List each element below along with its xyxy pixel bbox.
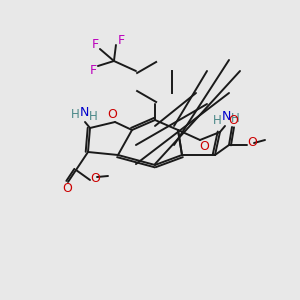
Text: H: H [213, 115, 221, 128]
Text: N: N [221, 110, 231, 124]
Text: O: O [107, 109, 117, 122]
Text: H: H [231, 112, 239, 125]
Text: F: F [117, 34, 124, 46]
Text: F: F [92, 38, 98, 50]
Text: F: F [89, 64, 97, 77]
Text: H: H [88, 110, 98, 124]
Text: O: O [199, 140, 209, 154]
Text: O: O [62, 182, 72, 196]
Text: O: O [90, 172, 100, 184]
Text: N: N [79, 106, 89, 119]
Text: O: O [228, 113, 238, 127]
Text: H: H [70, 109, 80, 122]
Text: O: O [247, 136, 257, 149]
